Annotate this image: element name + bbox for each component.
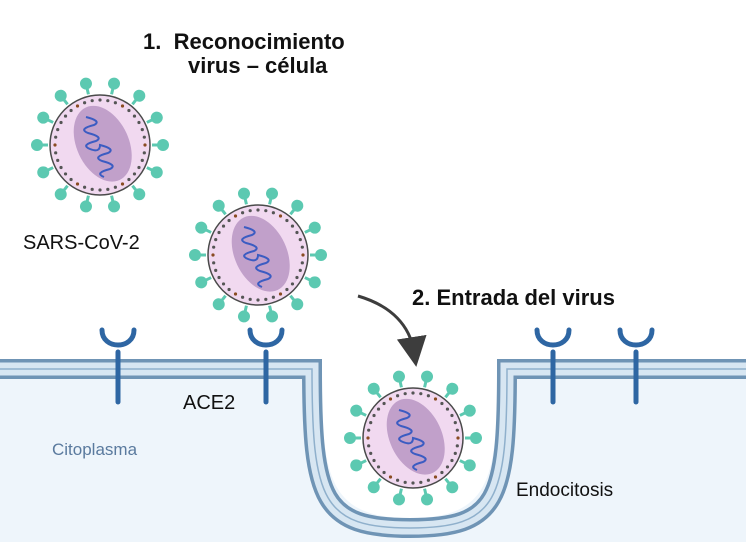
ace2-receptor	[617, 327, 655, 405]
step1-line1: Reconocimiento	[173, 29, 345, 54]
cytoplasm-label: Citoplasma	[52, 440, 138, 459]
ace2-receptor	[99, 327, 137, 405]
ace2-receptor	[534, 327, 572, 405]
step1-number: 1.	[143, 29, 162, 54]
viruses	[31, 77, 482, 506]
virus-label: SARS-CoV-2	[23, 232, 140, 254]
receptor-label: ACE2	[183, 392, 236, 414]
entry-arrow	[357, 294, 427, 367]
endocytosis-label: Endocitosis	[516, 480, 614, 501]
step1-title: 1. Reconocimiento virus – célula	[143, 30, 345, 78]
ace2-receptor	[247, 327, 285, 405]
virus-particle	[344, 370, 482, 506]
virus-particle	[189, 187, 327, 323]
ace2-receptors	[99, 327, 655, 405]
virus-particle	[31, 77, 169, 213]
step2-title: 2. Entrada del virus	[412, 285, 615, 310]
cell-membrane	[0, 359, 746, 539]
cytoplasm	[0, 378, 746, 542]
step1-line2: virus – célula	[188, 53, 328, 78]
